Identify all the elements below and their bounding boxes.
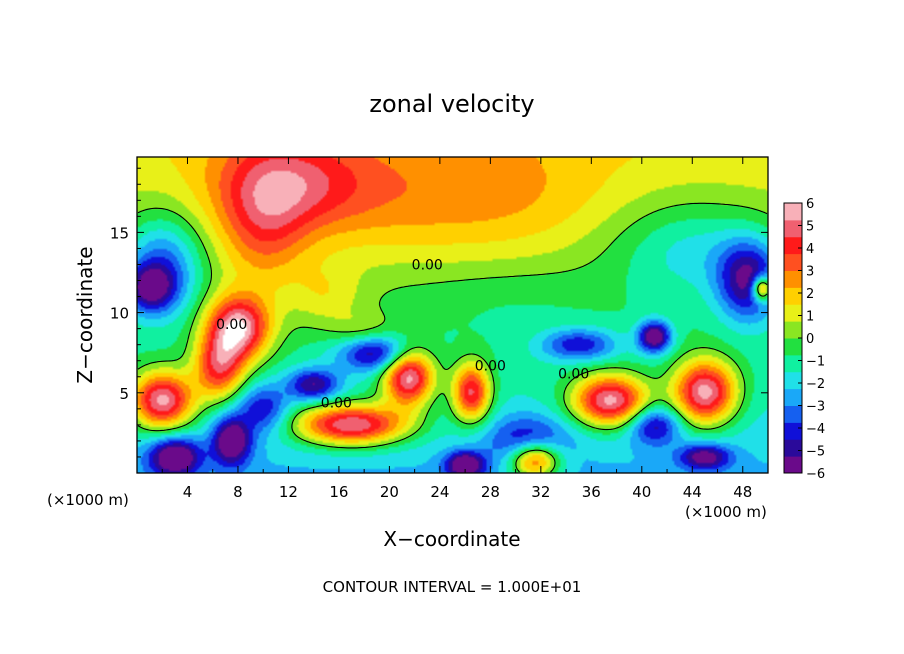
colorbar-swatch <box>784 354 802 373</box>
colorbar-swatch <box>784 439 802 457</box>
colorbar-tick-label: −6 <box>806 467 825 482</box>
x-tick-label: 40 <box>632 483 651 501</box>
colorbar-ticks: 6 5 4 3 2 1 0 −1 −2 −3 −4 −5 −6 <box>798 197 825 482</box>
y-tick-label: 5 <box>119 385 129 403</box>
y-axis-label: Z−coordinate <box>73 246 97 383</box>
colorbar-tick-label: −1 <box>806 355 825 370</box>
x-axis-ticks: 4 8 12 16 20 24 28 32 36 40 44 48 <box>161 157 752 501</box>
plot-frame <box>136 156 769 474</box>
chart-title: zonal velocity <box>369 90 534 118</box>
x-tick-label: 44 <box>683 483 702 501</box>
colorbar-swatch <box>784 456 802 474</box>
y-tick-label: 15 <box>110 224 129 242</box>
colorbar-swatch <box>784 388 802 406</box>
colorbar <box>783 202 803 474</box>
x-tick-label: 36 <box>582 483 601 501</box>
colorbar-tick-label: 4 <box>806 242 814 257</box>
colorbar-swatch <box>784 287 802 305</box>
contour-label: 0.00 <box>412 257 443 273</box>
colorbar-tick-label: 2 <box>806 287 814 302</box>
contour-interval-note: CONTOUR INTERVAL = 1.000E+01 <box>323 578 582 596</box>
colorbar-swatch <box>784 219 802 238</box>
contour-label: 0.00 <box>216 317 247 333</box>
x-axis-label: X−coordinate <box>383 527 520 551</box>
colorbar-swatch <box>784 203 802 221</box>
colorbar-swatch <box>784 236 802 255</box>
x-tick-label: 32 <box>531 483 550 501</box>
colorbar-swatch <box>784 371 802 390</box>
colorbar-tick-label: 1 <box>806 310 814 325</box>
colorbar-tick-label: −5 <box>806 445 825 460</box>
x-tick-label: 24 <box>430 483 449 501</box>
contour-labels: 0.00 0.00 0.00 0.00 0.00 <box>216 257 589 411</box>
x-unit-right: (×1000 m) <box>685 503 767 521</box>
x-tick-label: 4 <box>183 483 193 501</box>
colorbar-swatch <box>784 304 802 322</box>
x-unit-left: (×1000 m) <box>47 491 129 509</box>
colorbar-swatch <box>784 405 802 423</box>
zero-contour-path <box>137 202 768 473</box>
zero-contour-lines <box>137 202 768 473</box>
colorbar-tick-label: 0 <box>806 332 814 347</box>
colorbar-tick-label: −2 <box>806 377 825 392</box>
x-tick-label: 48 <box>733 483 752 501</box>
x-tick-label: 20 <box>380 483 399 501</box>
x-tick-label: 16 <box>329 483 348 501</box>
velocity-field <box>137 157 768 473</box>
colorbar-tick-label: 5 <box>806 220 814 235</box>
colorbar-tick-label: 6 <box>806 197 814 212</box>
colorbar-swatch <box>784 270 802 288</box>
y-tick-label: 10 <box>110 305 129 323</box>
colorbar-swatch <box>784 422 802 440</box>
x-tick-label: 28 <box>481 483 500 501</box>
colorbar-tick-label: −3 <box>806 400 825 415</box>
colorbar-tick-label: −4 <box>806 422 825 437</box>
colorbar-tick-label: 3 <box>806 265 814 280</box>
colorbar-swatch <box>784 321 802 339</box>
y-axis-ticks: 5 10 15 <box>110 167 768 458</box>
contour-label: 0.00 <box>475 359 506 375</box>
colorbar-swatch <box>784 338 802 356</box>
contour-label: 0.00 <box>321 395 352 411</box>
x-tick-label: 12 <box>279 483 298 501</box>
x-tick-label: 8 <box>233 483 243 501</box>
colorbar-swatch <box>784 253 802 271</box>
contour-label: 0.00 <box>558 367 589 383</box>
